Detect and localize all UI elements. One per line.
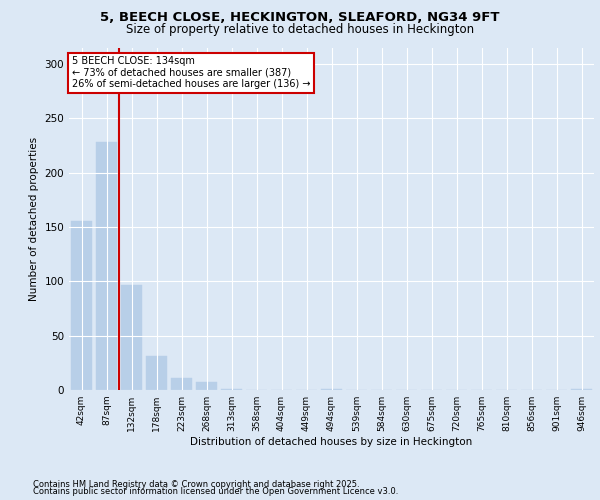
- Bar: [171, 378, 192, 390]
- Text: 5, BEECH CLOSE, HECKINGTON, SLEAFORD, NG34 9FT: 5, BEECH CLOSE, HECKINGTON, SLEAFORD, NG…: [100, 11, 500, 24]
- Bar: [146, 356, 167, 390]
- Y-axis label: Number of detached properties: Number of detached properties: [29, 136, 39, 301]
- Bar: [96, 142, 117, 390]
- Text: 5 BEECH CLOSE: 134sqm
← 73% of detached houses are smaller (387)
26% of semi-det: 5 BEECH CLOSE: 134sqm ← 73% of detached …: [71, 56, 310, 90]
- X-axis label: Distribution of detached houses by size in Heckington: Distribution of detached houses by size …: [190, 437, 473, 447]
- Text: Contains HM Land Registry data © Crown copyright and database right 2025.: Contains HM Land Registry data © Crown c…: [33, 480, 359, 489]
- Bar: [121, 284, 142, 390]
- Bar: [321, 389, 342, 390]
- Bar: [221, 389, 242, 390]
- Bar: [196, 382, 217, 390]
- Text: Contains public sector information licensed under the Open Government Licence v3: Contains public sector information licen…: [33, 488, 398, 496]
- Bar: [571, 389, 592, 390]
- Bar: [71, 222, 92, 390]
- Text: Size of property relative to detached houses in Heckington: Size of property relative to detached ho…: [126, 22, 474, 36]
